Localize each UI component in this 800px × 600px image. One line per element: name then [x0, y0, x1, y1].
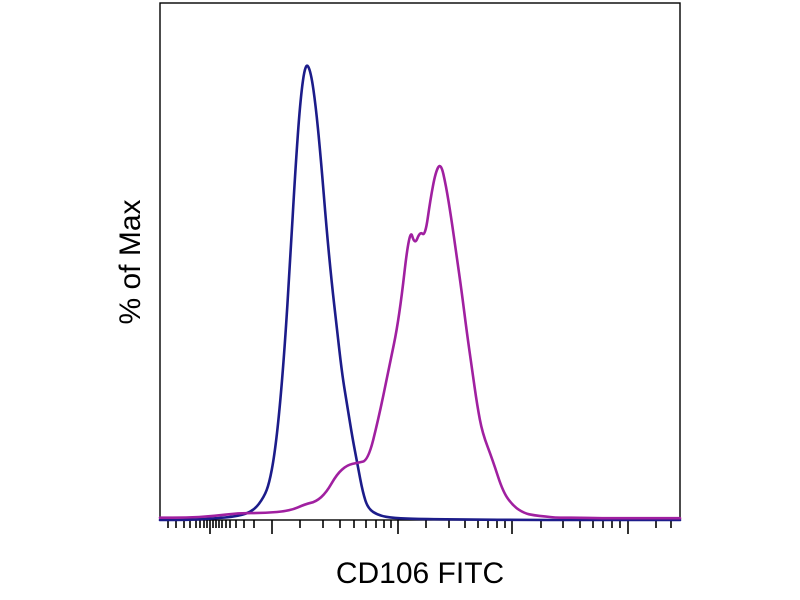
series-2-line — [158, 164, 682, 520]
x-axis-label: CD106 FITC — [336, 557, 504, 590]
x-axis-ticks — [167, 520, 672, 534]
plot-frame — [159, 2, 681, 521]
series-layer — [158, 64, 682, 522]
series-1-line — [158, 64, 682, 522]
y-axis-label: % of Max — [114, 199, 147, 324]
